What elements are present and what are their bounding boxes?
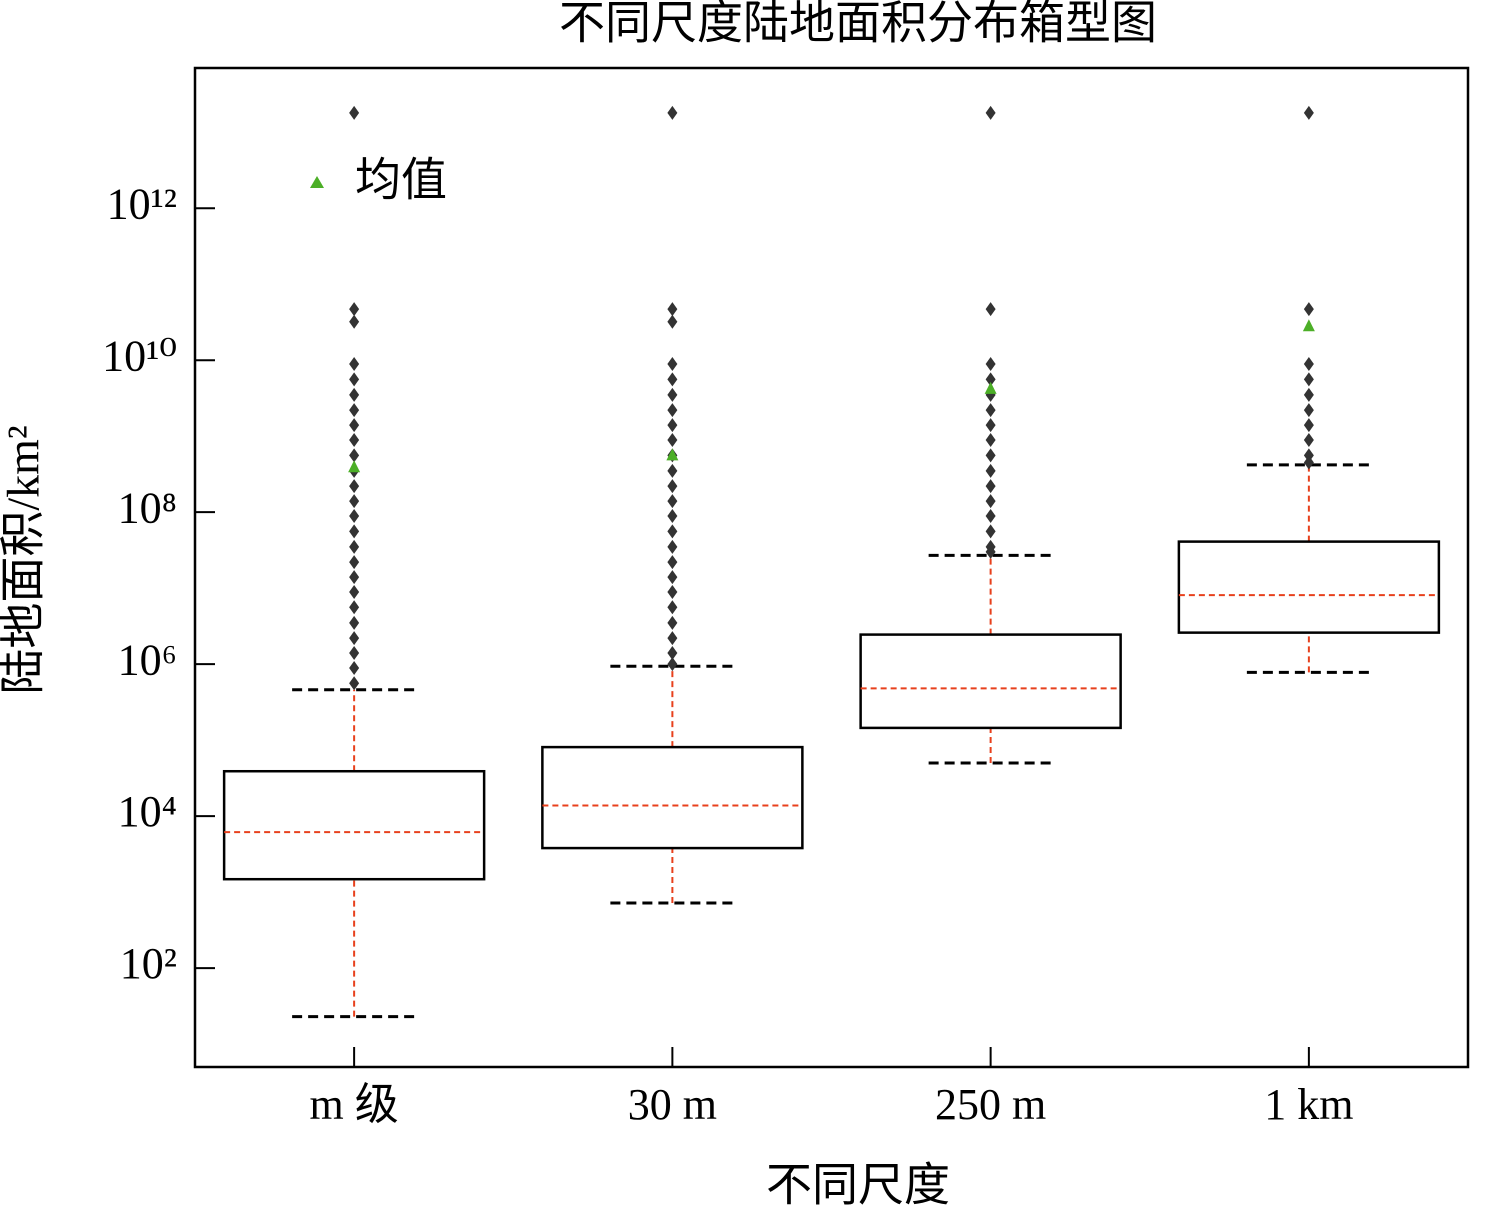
outlier	[1303, 357, 1314, 372]
outlier	[985, 433, 996, 448]
outlier	[985, 403, 996, 418]
outlier	[1303, 448, 1314, 463]
outlier	[349, 524, 360, 539]
outlier	[985, 448, 996, 463]
outlier	[667, 105, 678, 120]
outlier	[985, 544, 996, 559]
box	[541, 745, 804, 850]
outlier	[667, 646, 678, 661]
outlier	[349, 539, 360, 554]
box	[222, 769, 486, 881]
outlier	[985, 357, 996, 372]
legend-label: 均值	[355, 153, 447, 207]
outlier	[349, 661, 360, 676]
outlier	[667, 585, 678, 600]
outlier	[667, 631, 678, 646]
outlier	[667, 357, 678, 372]
outlier	[667, 570, 678, 585]
outlier	[985, 372, 996, 387]
outlier	[1303, 403, 1314, 418]
y-tick-label: 10⁸	[118, 483, 177, 532]
outlier	[349, 509, 360, 524]
outlier	[667, 387, 678, 402]
outlier	[985, 494, 996, 509]
y-tick-label: 10⁴	[118, 787, 177, 836]
outlier	[1303, 387, 1314, 402]
box	[1177, 540, 1441, 634]
y-tick-label: 10²	[120, 939, 177, 988]
outlier	[349, 570, 360, 585]
outlier	[985, 418, 996, 433]
outlier	[349, 433, 360, 448]
x-tick-label: 30 m	[628, 1080, 717, 1129]
outlier	[667, 600, 678, 615]
plot-frame	[193, 66, 1470, 1069]
outlier	[1303, 418, 1314, 433]
outlier	[985, 509, 996, 524]
y-tick-label: 10¹²	[107, 179, 177, 228]
outlier	[1303, 372, 1314, 387]
outlier	[667, 302, 678, 317]
x-axis-label: 不同尺度	[766, 1160, 950, 1211]
outlier	[349, 105, 360, 120]
x-tick-label: m 级	[310, 1080, 399, 1129]
outlier	[985, 302, 996, 317]
outlier	[667, 615, 678, 630]
outlier	[349, 631, 360, 646]
outlier	[667, 524, 678, 539]
outlier	[349, 555, 360, 570]
outlier	[349, 600, 360, 615]
outlier	[349, 418, 360, 433]
x-tick-label: 250 m	[935, 1080, 1046, 1129]
outlier	[667, 433, 678, 448]
outlier	[349, 302, 360, 317]
outlier	[667, 539, 678, 554]
outlier	[349, 646, 360, 661]
outlier	[667, 494, 678, 509]
outlier	[349, 372, 360, 387]
outlier	[1303, 433, 1314, 448]
outlier	[349, 479, 360, 494]
outlier	[985, 479, 996, 494]
chart-title: 不同尺度陆地面积分布箱型图	[559, 0, 1157, 49]
outlier	[667, 314, 678, 329]
outlier	[667, 555, 678, 570]
mean-marker	[1302, 319, 1315, 332]
y-axis-label: 陆地面积/km²	[0, 425, 49, 694]
outlier	[985, 105, 996, 120]
y-tick-label: 10⁶	[118, 635, 177, 684]
outlier	[667, 372, 678, 387]
outlier	[1303, 302, 1314, 317]
mean-marker	[348, 460, 361, 473]
outlier	[1303, 105, 1314, 120]
outlier	[349, 387, 360, 402]
outlier	[985, 524, 996, 539]
outlier	[349, 357, 360, 372]
mean-marker	[666, 448, 679, 461]
outlier	[349, 403, 360, 418]
outlier	[667, 418, 678, 433]
outlier	[349, 615, 360, 630]
box	[859, 633, 1122, 730]
outlier	[349, 314, 360, 329]
outlier	[985, 463, 996, 478]
y-tick-label: 10¹⁰	[102, 331, 177, 380]
outlier	[1303, 455, 1314, 470]
mean-marker	[984, 381, 997, 394]
outlier	[349, 676, 360, 691]
outlier	[667, 403, 678, 418]
outlier	[349, 494, 360, 509]
outlier	[667, 463, 678, 478]
outlier	[349, 448, 360, 463]
outlier	[667, 479, 678, 494]
x-tick-label: 1 km	[1264, 1080, 1353, 1129]
legend-marker	[310, 176, 324, 188]
outlier	[349, 585, 360, 600]
outlier	[667, 657, 678, 672]
outlier	[667, 509, 678, 524]
